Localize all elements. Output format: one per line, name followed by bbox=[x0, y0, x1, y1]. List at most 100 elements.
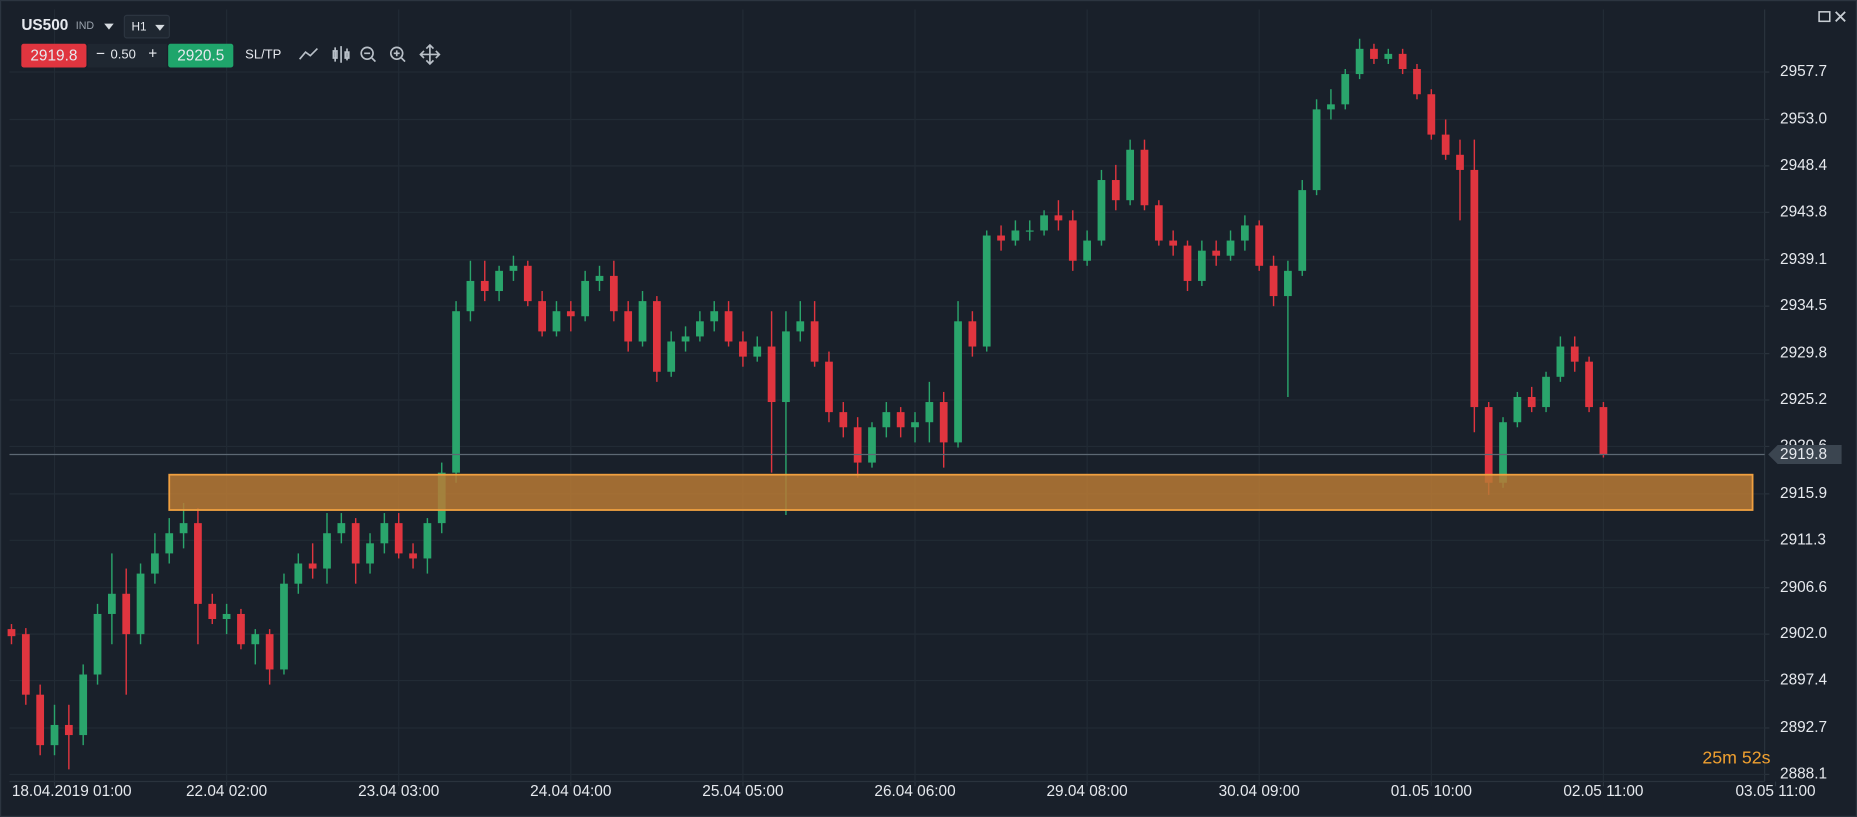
candle-body bbox=[810, 321, 819, 362]
candle-body bbox=[1197, 250, 1206, 281]
candle-body bbox=[64, 724, 73, 736]
candle-body bbox=[1513, 396, 1522, 423]
candle-body bbox=[1370, 48, 1378, 59]
sell-button[interactable] bbox=[21, 43, 87, 68]
candle-body bbox=[939, 402, 948, 443]
candle-body bbox=[294, 563, 303, 584]
y-tick-label: 2906.6 bbox=[1780, 579, 1827, 596]
candle-body bbox=[1255, 225, 1264, 266]
candle-body bbox=[1456, 154, 1464, 170]
candle-body bbox=[265, 634, 274, 670]
candle-body bbox=[1542, 376, 1550, 408]
candle-body bbox=[839, 412, 848, 428]
candle-body bbox=[93, 613, 102, 675]
y-tick-label: 2888.1 bbox=[1780, 765, 1827, 782]
candle-body bbox=[724, 311, 733, 342]
symbol-dropdown[interactable] bbox=[104, 23, 114, 30]
close-button[interactable] bbox=[1835, 11, 1846, 22]
y-tick-label: 2948.4 bbox=[1780, 157, 1827, 174]
y-tick-label: 2934.5 bbox=[1780, 297, 1827, 314]
candle-body bbox=[323, 533, 331, 569]
y-tick-label: 2953.0 bbox=[1780, 111, 1827, 128]
candle-body bbox=[1154, 205, 1163, 241]
candle-body bbox=[968, 321, 977, 347]
candle-body bbox=[1040, 215, 1048, 231]
sell-price[interactable]: 2919.8 bbox=[30, 47, 77, 64]
candle-body bbox=[1327, 104, 1335, 110]
y-tick-label: 2939.1 bbox=[1780, 251, 1827, 268]
candle-body bbox=[868, 427, 876, 463]
decrease-button[interactable]: − bbox=[96, 46, 105, 63]
candle-body bbox=[179, 523, 188, 534]
candle-body bbox=[1068, 220, 1077, 261]
candle-body bbox=[380, 523, 389, 544]
candle-body bbox=[667, 341, 676, 372]
zoom-out-icon[interactable] bbox=[360, 46, 377, 63]
candle-body bbox=[394, 523, 403, 554]
candle-body bbox=[351, 523, 360, 564]
candle-body bbox=[782, 331, 790, 403]
candle-body bbox=[79, 674, 88, 736]
candle-body bbox=[1341, 74, 1350, 105]
candle-body bbox=[1140, 149, 1149, 206]
pan-icon[interactable] bbox=[419, 43, 441, 66]
line-chart-icon[interactable] bbox=[298, 47, 318, 60]
candle-body bbox=[1570, 346, 1579, 362]
buy-price[interactable]: 2920.5 bbox=[177, 47, 224, 64]
candle-body bbox=[638, 301, 647, 342]
candle-body bbox=[1499, 422, 1507, 483]
increase-button[interactable]: + bbox=[148, 46, 157, 63]
candle-body bbox=[1599, 407, 1608, 455]
candle-body bbox=[1556, 346, 1565, 377]
candle-body bbox=[552, 311, 561, 332]
x-tick-label: 03.05 11:00 bbox=[1735, 783, 1815, 800]
candle-body bbox=[911, 422, 919, 428]
y-tick-label: 2902.0 bbox=[1780, 625, 1827, 642]
support-zone bbox=[168, 473, 1754, 511]
toolbar: US500 IND H1 2919.8 − 0.50 + 2920.5 SL/T… bbox=[21, 11, 1846, 68]
candle-body bbox=[925, 402, 934, 423]
maximize-button[interactable] bbox=[1818, 11, 1831, 23]
y-tick-label: 2929.8 bbox=[1780, 345, 1827, 362]
candle-body bbox=[882, 412, 891, 428]
x-tick-label: 30.04 09:00 bbox=[1219, 783, 1300, 800]
candle-body bbox=[624, 311, 633, 342]
plot-area: 2888.1 2892.7 2897.4 2902.0 2906.6 2911.3 2915… bbox=[7, 9, 1842, 800]
y-tick-label: 2915.9 bbox=[1780, 485, 1827, 502]
x-tick-label: 24.04 04:00 bbox=[530, 783, 611, 800]
candle-body bbox=[1126, 149, 1135, 201]
candle-body bbox=[495, 270, 503, 292]
y-tick-label: 2957.7 bbox=[1780, 63, 1827, 80]
candle-body bbox=[423, 523, 432, 559]
candle-body bbox=[1484, 407, 1493, 483]
timeframe-box[interactable] bbox=[123, 14, 170, 39]
buy-button[interactable] bbox=[168, 43, 234, 68]
candle-body bbox=[1054, 215, 1063, 221]
x-tick-label: 18.04.2019 01:00 bbox=[12, 783, 132, 800]
x-tick-label: 01.05 10:00 bbox=[1391, 783, 1472, 800]
candle-body bbox=[409, 553, 417, 559]
candle-body bbox=[710, 311, 719, 322]
timeframe[interactable]: H1 bbox=[131, 19, 146, 33]
candle-icon[interactable] bbox=[332, 46, 350, 63]
candle-body bbox=[366, 543, 374, 564]
candle-body bbox=[767, 346, 776, 403]
candle-body bbox=[1384, 53, 1393, 59]
candle-countdown: 25m 52s bbox=[1702, 748, 1770, 768]
y-tick-label: 2911.3 bbox=[1780, 531, 1826, 548]
timeframe-dropdown[interactable] bbox=[155, 24, 165, 31]
candle-body bbox=[566, 311, 575, 317]
candle-body bbox=[1413, 69, 1421, 95]
zoom-in-icon[interactable] bbox=[389, 46, 406, 63]
candle-body bbox=[237, 613, 245, 645]
symbol[interactable]: US500 bbox=[21, 17, 68, 34]
spread: 0.50 bbox=[110, 46, 135, 61]
candle-body bbox=[1527, 396, 1536, 408]
candle-body bbox=[466, 280, 475, 312]
sltp-button[interactable]: SL/TP bbox=[245, 46, 281, 61]
y-tick-label: 2892.7 bbox=[1780, 719, 1827, 736]
candle-body bbox=[896, 412, 905, 428]
candle-body bbox=[1226, 240, 1235, 256]
